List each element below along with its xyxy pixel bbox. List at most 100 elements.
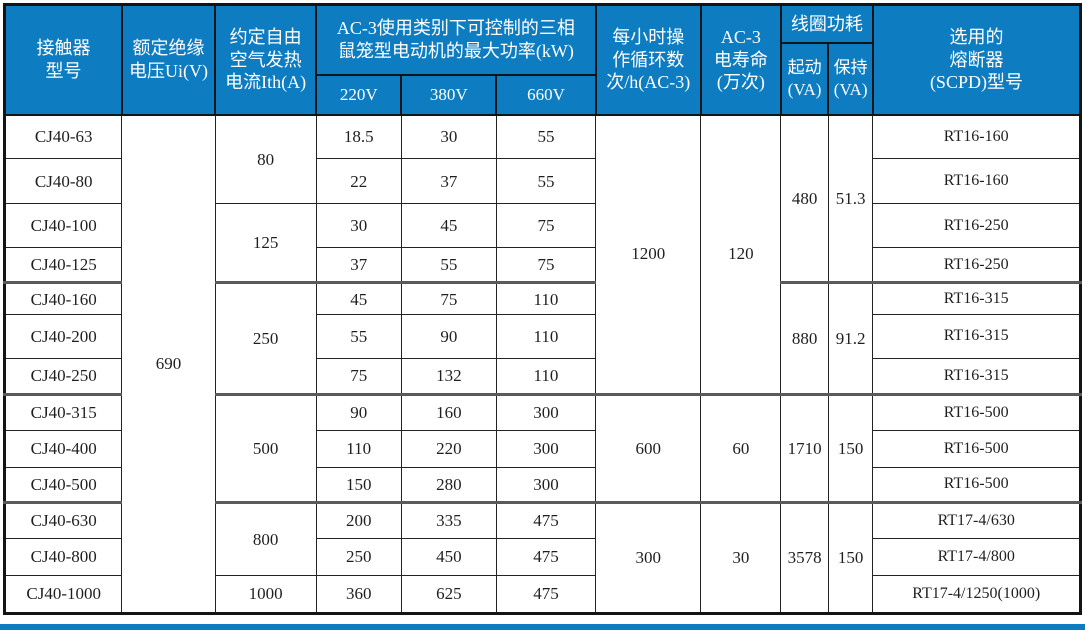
cell-p220: 75 (315, 357, 402, 395)
cell-life: 60 (700, 392, 782, 503)
table-row: CJ40-315 500 90 160 300 600 60 1710 150 … (3, 392, 1081, 503)
cell-p660: 75 (495, 247, 597, 284)
cell-p660: 75 (495, 203, 597, 249)
cell-p380: 30 (400, 114, 497, 160)
contactor-spec-table: 接触器 型号 额定绝缘 电压Ui(V) 约定自由 空气发热 电流Ith(A) A… (3, 3, 1082, 615)
cell-model: CJ40-200 (3, 314, 123, 359)
cell-p380: 132 (400, 357, 497, 395)
cell-ui-voltage: 690 (121, 114, 216, 614)
cell-p220: 30 (315, 203, 402, 249)
header-thermal-current: 约定自由 空气发热 电流Ith(A) (214, 3, 318, 116)
cell-ops: 600 (595, 392, 702, 503)
cell-p380: 450 (400, 537, 497, 576)
table-row: CJ40-500 150 280 300 RT16-500 (3, 466, 1081, 503)
cell-p220: 55 (315, 314, 402, 359)
cell-p660: 300 (495, 429, 597, 468)
cell-p660: 475 (495, 574, 597, 615)
header-rated-voltage: 额定绝缘 电压Ui(V) (120, 3, 217, 116)
cell-p660: 110 (495, 314, 597, 359)
cell-coil-hold: 51.3 (827, 114, 874, 284)
cell-coil-hold: 150 (827, 392, 874, 503)
cell-fuse: RT16-500 (872, 466, 1081, 503)
cell-p220: 110 (315, 429, 402, 468)
cell-p380: 335 (400, 500, 497, 539)
cell-fuse: RT17-4/1250(1000) (872, 574, 1081, 615)
header-ac3-power: AC-3使用类别下可控制的三相 鼠笼型电动机的最大功率(kW) (315, 3, 597, 76)
cell-p380: 75 (400, 281, 497, 316)
cell-model: CJ40-125 (3, 247, 123, 284)
header-660v: 660V (495, 73, 597, 116)
cell-p220: 90 (315, 392, 402, 431)
cell-fuse: RT16-250 (872, 247, 1081, 284)
header-coil-power: 线圈功耗 (779, 3, 874, 44)
cell-p660: 55 (495, 114, 597, 160)
cell-ops: 1200 (595, 114, 702, 395)
cell-p660: 110 (495, 357, 597, 395)
cell-life: 30 (700, 500, 782, 615)
cell-p660: 475 (495, 500, 597, 539)
cell-fuse: RT16-500 (872, 392, 1081, 431)
table-row: CJ40-63 690 80 18.5 30 55 1200 120 480 5… (3, 114, 1081, 614)
header-row-3: 220V 380V 660V (5, 73, 1081, 116)
cell-fuse: RT16-250 (872, 203, 1081, 249)
table-row: CJ40-125 37 55 75 RT16-250 (3, 247, 1081, 284)
cell-p380: 625 (400, 574, 497, 615)
cell-p660: 300 (495, 392, 597, 431)
cell-ith: 250 (214, 281, 317, 395)
cell-p380: 45 (400, 203, 497, 249)
cell-fuse: RT16-160 (872, 158, 1081, 205)
table-row: CJ40-630 800 200 335 475 300 30 3578 150… (3, 500, 1081, 615)
cell-p220: 37 (315, 247, 402, 284)
cell-p380: 220 (400, 429, 497, 468)
cell-model: CJ40-63 (3, 114, 123, 160)
cell-model: CJ40-250 (3, 357, 123, 395)
cell-p220: 150 (315, 466, 402, 503)
cell-fuse: RT17-4/630 (872, 500, 1081, 539)
cell-ith: 500 (214, 392, 317, 503)
cell-model: CJ40-500 (3, 466, 123, 503)
cell-p380: 90 (400, 314, 497, 359)
cell-coil-start: 1710 (780, 392, 829, 503)
header-coil-hold: 保持 (VA) (827, 41, 874, 116)
cell-ith: 125 (214, 203, 317, 284)
cell-model: CJ40-1000 (3, 574, 123, 615)
cell-fuse: RT16-160 (872, 114, 1081, 160)
cell-coil-start: 480 (780, 114, 829, 284)
cell-coil-hold: 91.2 (827, 281, 874, 395)
cell-ith: 80 (214, 114, 317, 205)
cell-fuse: RT16-315 (872, 314, 1081, 359)
header-380v: 380V (400, 73, 498, 116)
cell-coil-start: 3578 (780, 500, 829, 615)
table-row: CJ40-80 22 37 55 RT16-160 (3, 158, 1081, 205)
cell-ith: 800 (214, 500, 317, 576)
header-220v: 220V (315, 73, 403, 116)
cell-p380: 55 (400, 247, 497, 284)
cell-p660: 55 (495, 158, 597, 205)
cell-p220: 18.5 (315, 114, 402, 160)
cell-p380: 160 (400, 392, 497, 431)
cell-model: CJ40-100 (3, 203, 123, 249)
table-row: CJ40-160 250 45 75 110 880 91.2 RT16-315 (3, 281, 1081, 395)
table-row: CJ40-100 125 30 45 75 RT16-250 (3, 203, 1081, 284)
cell-p380: 37 (400, 158, 497, 205)
cell-model: CJ40-160 (3, 281, 123, 316)
header-coil-start: 起动 (VA) (779, 41, 830, 116)
cell-model: CJ40-315 (3, 392, 123, 431)
header-contactor-model: 接触器 型号 (3, 3, 123, 116)
cell-model: CJ40-630 (3, 500, 123, 539)
cell-life: 120 (700, 114, 782, 395)
cell-p220: 250 (315, 537, 402, 576)
cell-model: CJ40-800 (3, 537, 123, 576)
cell-p220: 45 (315, 281, 402, 316)
cell-p220: 360 (315, 574, 402, 615)
cell-ops: 300 (595, 500, 702, 615)
header-ops-per-hour: 每小时操 作循环数 次/h(AC-3) (594, 3, 702, 116)
cell-p660: 475 (495, 537, 597, 576)
cell-p660: 110 (495, 281, 597, 316)
cell-p660: 300 (495, 466, 597, 503)
cell-fuse: RT16-500 (872, 429, 1081, 468)
page: 接触器 型号 额定绝缘 电压Ui(V) 约定自由 空气发热 电流Ith(A) A… (0, 3, 1085, 630)
header-row-2: 起动 (VA) 保持 (VA) (5, 41, 1081, 116)
cell-p380: 280 (400, 466, 497, 503)
table-row: CJ40-1000 1000 360 625 475 RT17-4/1250(1… (3, 574, 1081, 615)
